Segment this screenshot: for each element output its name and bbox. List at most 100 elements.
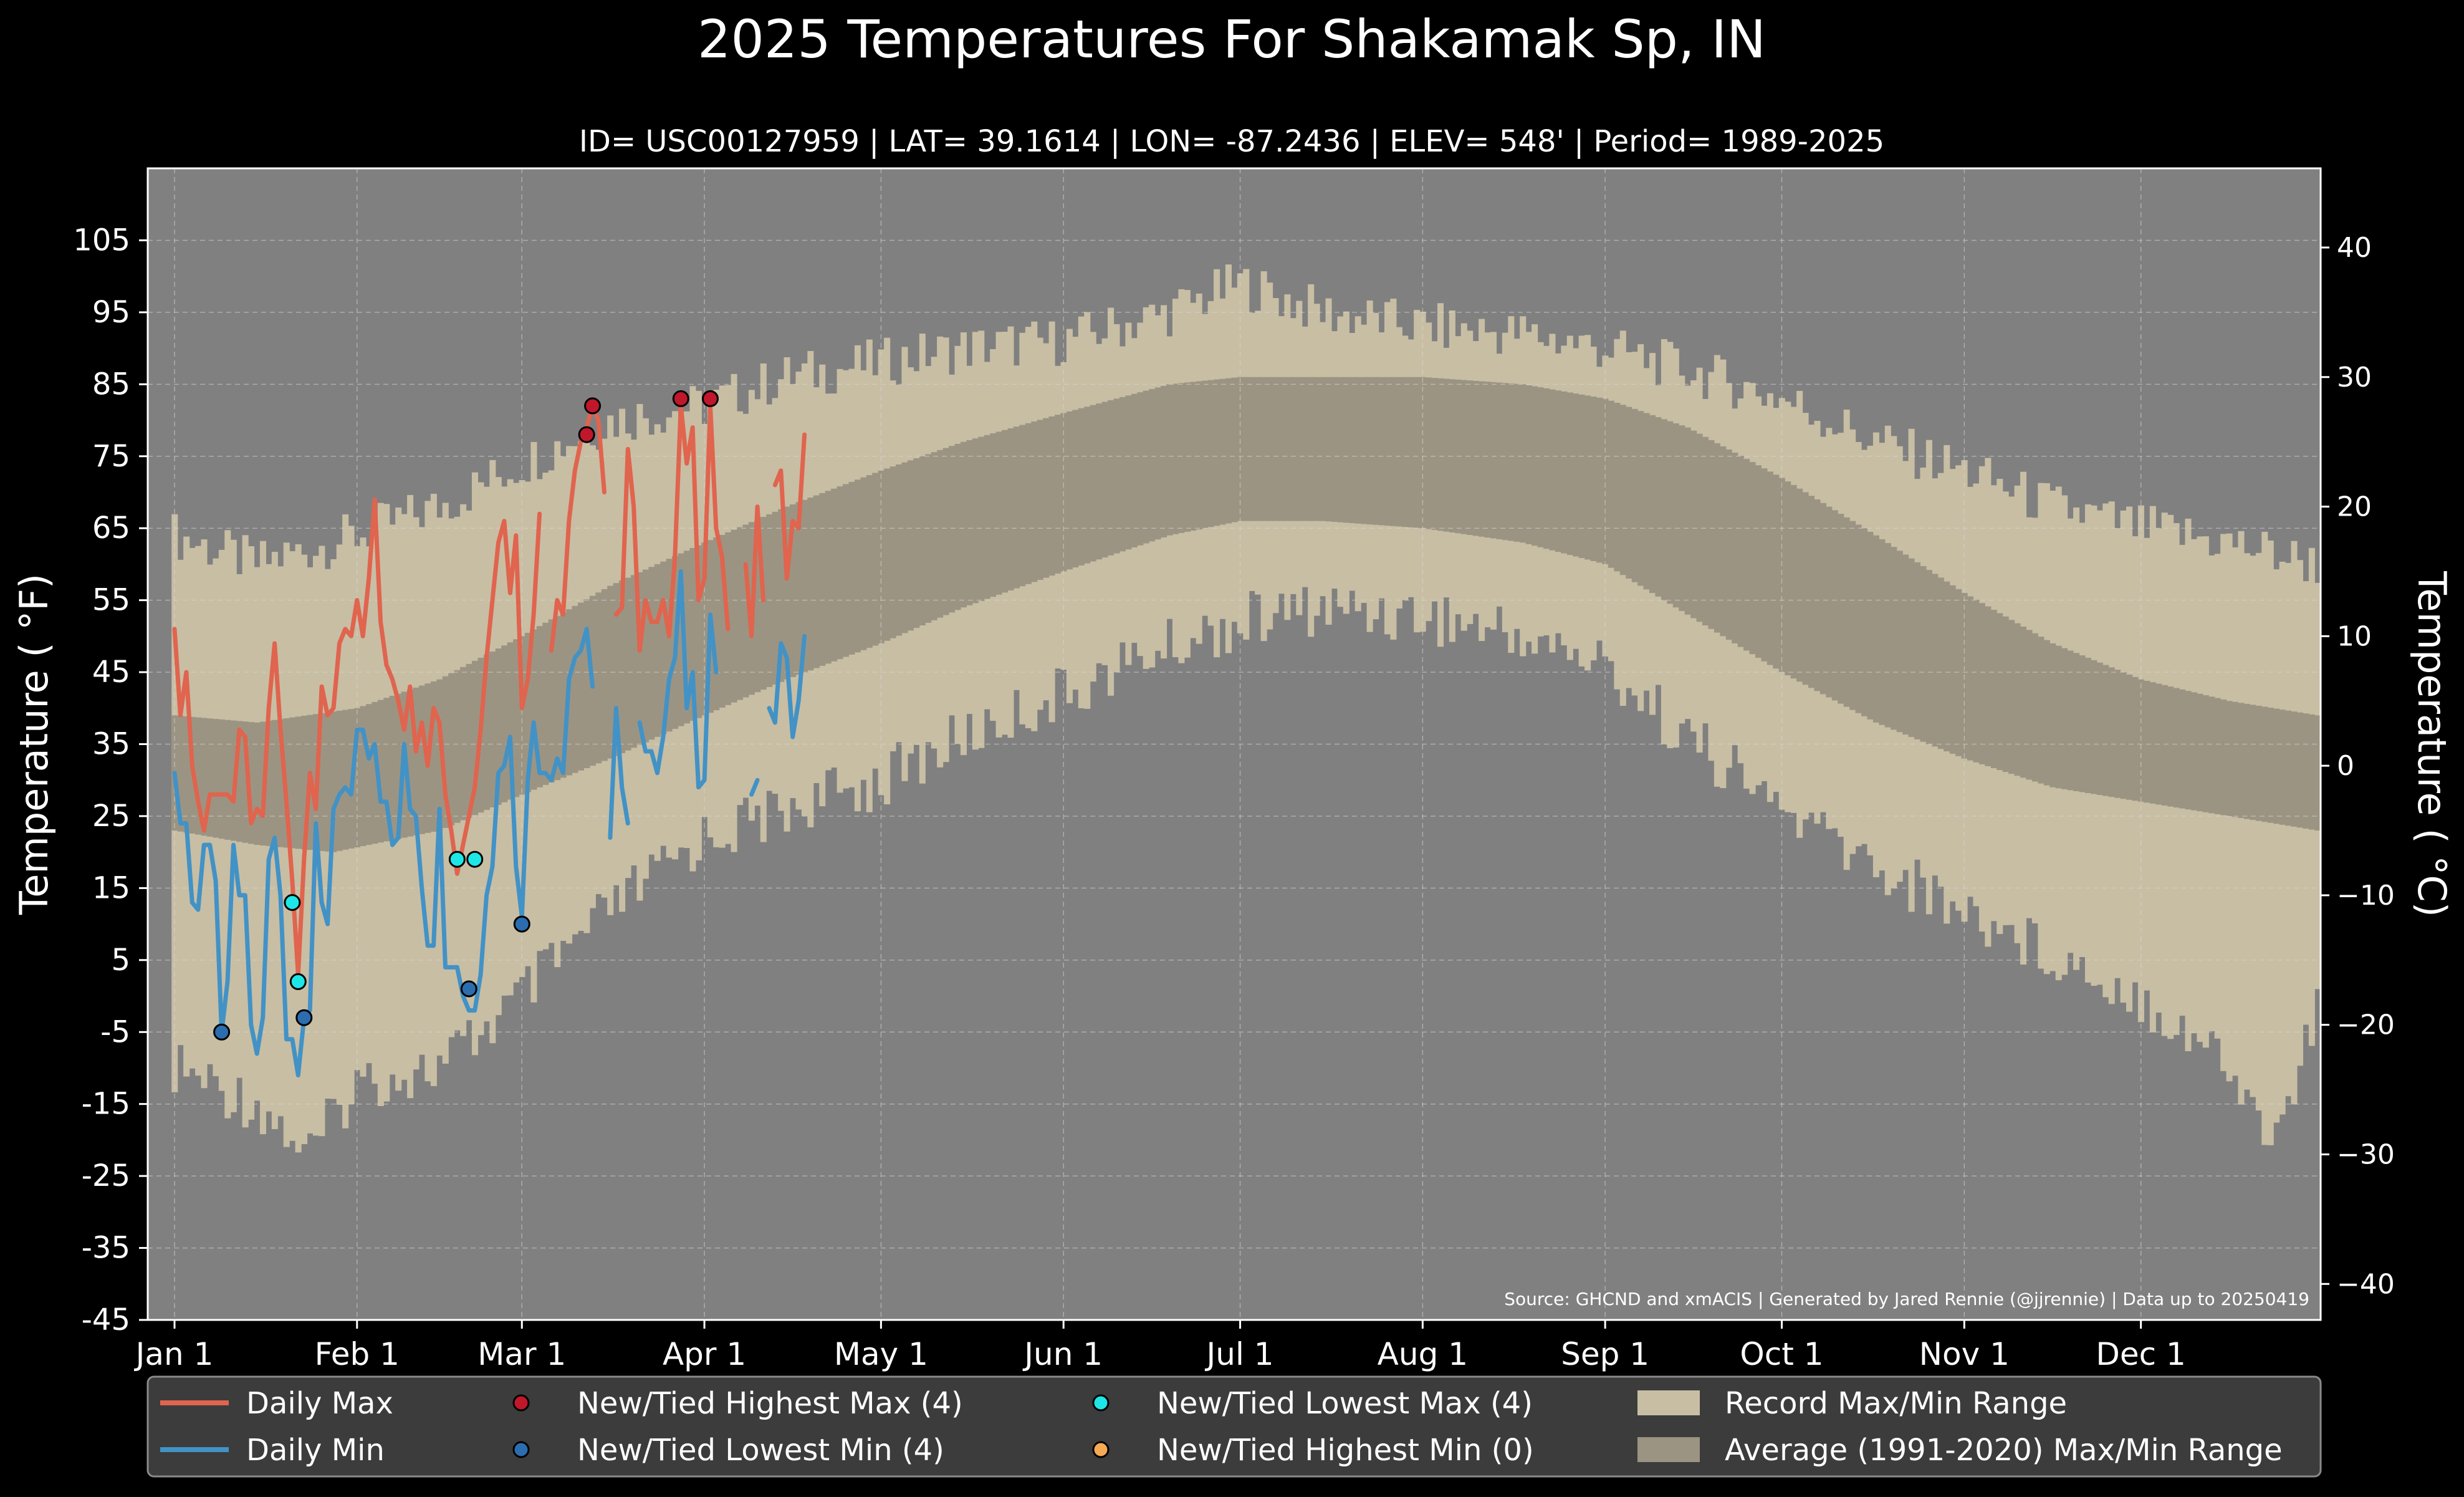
normal-range-bar (1101, 402, 1108, 557)
legend-swatch-dot (512, 1441, 530, 1458)
normal-range-bar (1831, 510, 1838, 701)
normal-range-bar (2185, 691, 2192, 810)
normal-range-bar (1002, 430, 1009, 593)
normal-range-bar (2273, 708, 2280, 824)
normal-range-bar (218, 719, 225, 839)
normal-range-bar (1990, 610, 1997, 768)
normal-range-bar (1460, 380, 1467, 534)
normal-range-bar (1537, 387, 1544, 547)
normal-range-bar (1214, 379, 1220, 526)
record-point-lowest-min (295, 1009, 313, 1026)
normal-range-bar (654, 564, 661, 737)
normal-range-bar (1361, 377, 1368, 524)
normal-range-bar (1396, 377, 1402, 527)
normal-range-bar (1967, 596, 1974, 761)
normal-range-bar (1090, 405, 1096, 562)
normal-range-bar (2055, 645, 2062, 789)
normal-range-bar (1925, 570, 1932, 744)
normal-range-bar (1137, 392, 1144, 546)
normal-range-bar (2250, 705, 2256, 821)
normal-range-bar (790, 504, 797, 677)
normal-range-bar (1196, 381, 1202, 530)
y-tick-label: -5 (100, 1014, 130, 1049)
normal-range-bar (277, 719, 284, 847)
normal-range-bar (760, 517, 767, 690)
normal-range-bar (1096, 403, 1103, 560)
normal-range-bar (843, 484, 850, 657)
normal-range-bar (601, 589, 608, 761)
x-tick-label: Nov 1 (1919, 1336, 2010, 1372)
record-range-bar (2273, 569, 2280, 1123)
normal-range-bar (1207, 380, 1214, 527)
x-tick-label: Oct 1 (1740, 1336, 1823, 1372)
normal-range-bar (990, 433, 997, 597)
normal-range-bar (2220, 699, 2227, 816)
normal-range-bar (731, 529, 737, 703)
record-range-bar (2285, 562, 2292, 1097)
y-tick-label: -15 (82, 1087, 130, 1122)
normal-range-bar (2243, 703, 2250, 819)
normal-range-bar (1219, 378, 1226, 525)
normal-range-bar (183, 716, 190, 833)
normal-range-bar (937, 450, 944, 618)
normal-range-bar (1661, 419, 1667, 600)
record-range-bar (2261, 531, 2268, 1145)
normal-range-bar (1843, 517, 1850, 707)
legend-label: Daily Min (246, 1433, 385, 1468)
normal-range-bar (1679, 425, 1685, 611)
normal-range-bar (2296, 712, 2303, 828)
y-tick-label: 55 (92, 583, 130, 618)
normal-range-bar (1543, 388, 1550, 549)
normal-range-bar (2261, 706, 2268, 822)
normal-range-bar (1125, 395, 1132, 550)
normal-range-bar (1260, 377, 1267, 521)
record-point-lowest-max (284, 894, 301, 911)
y-tick-label: 25 (92, 799, 130, 834)
normal-range-bar (2084, 657, 2091, 793)
normal-range-bar (295, 716, 302, 849)
normal-range-bar (1796, 488, 1803, 682)
x-tick-label: Dec 1 (2096, 1336, 2185, 1372)
normal-range-bar (2132, 676, 2139, 801)
normal-range-bar (1549, 389, 1556, 551)
normal-range-bar (430, 681, 437, 832)
normal-range-bar (1178, 383, 1185, 533)
y-right-tick-label: 30 (2337, 362, 2372, 393)
y-axis-label-right: Temperature ( °C) (2409, 570, 2455, 917)
normal-range-bar (2267, 708, 2274, 823)
legend-swatch-box (1637, 1437, 1700, 1462)
normal-range-bar (324, 712, 331, 852)
normal-range-bar (2126, 674, 2133, 800)
normal-range-bar (1013, 426, 1020, 589)
normal-range-bar (1785, 481, 1791, 676)
record-point-highest-max (672, 390, 689, 407)
normal-range-bar (2161, 685, 2168, 806)
normal-range-bar (1502, 383, 1508, 541)
normal-range-bar (354, 708, 361, 847)
normal-range-bar (1672, 423, 1679, 608)
normal-range-bar (1431, 378, 1438, 530)
normal-range-bar (1761, 468, 1768, 662)
normal-range-bar (2102, 665, 2109, 796)
normal-range-bar (1184, 382, 1191, 532)
daily-series (172, 403, 807, 1077)
normal-range-bar (1354, 377, 1361, 524)
normal-range-bar (301, 716, 308, 850)
normal-range-bar (2214, 698, 2221, 814)
normal-range-bar (1407, 377, 1414, 527)
record-point-highest-max (584, 397, 602, 415)
record-range-bar (2267, 540, 2274, 1145)
normal-range-bar (1614, 403, 1621, 572)
normal-range-bar (1902, 554, 1909, 735)
normal-range-bar (1872, 535, 1879, 723)
normal-range-bar (524, 632, 532, 792)
y-tick-label: -45 (82, 1302, 130, 1337)
x-tick-label: Feb 1 (315, 1336, 400, 1372)
x-tick-label: Jul 1 (1205, 1336, 1274, 1372)
normal-range-bar (1378, 377, 1385, 526)
normal-range-bar (1325, 377, 1332, 522)
normal-range-bar (1590, 397, 1597, 561)
legend-label: New/Tied Lowest Max (4) (1157, 1386, 1533, 1421)
normal-range-bar (1649, 415, 1656, 594)
